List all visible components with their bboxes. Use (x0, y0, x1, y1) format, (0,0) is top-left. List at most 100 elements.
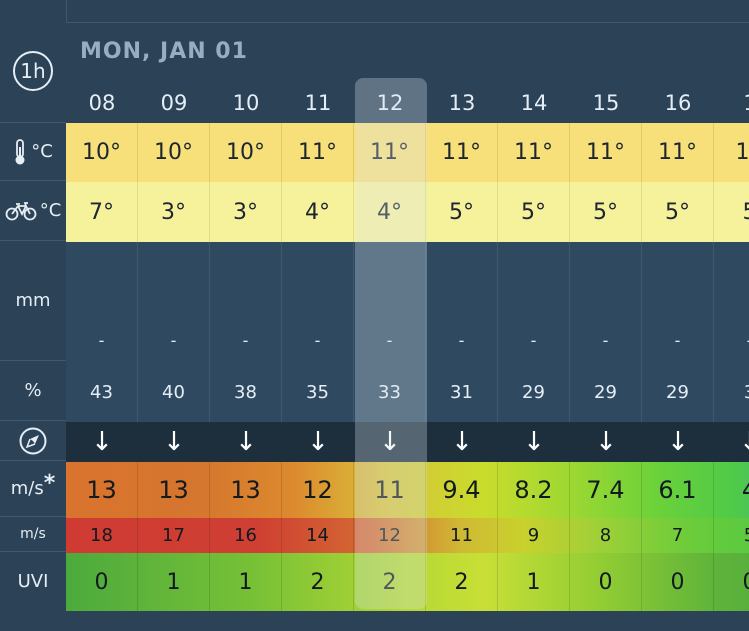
feels-like-cell: 5° (426, 182, 498, 242)
temperature-cell: 11° (642, 123, 714, 182)
temperature-unit: °C (31, 141, 53, 162)
rain-cell: - (282, 242, 354, 362)
wind-speed-cell: 6.1 (642, 462, 714, 518)
wind-speed-marker: * (43, 471, 56, 496)
wind-gust-row: 18 17 16 14 12 11 9 8 7 5 (66, 518, 749, 553)
uv-index-cell: 0 (570, 553, 642, 611)
uv-index-cell: 2 (426, 553, 498, 611)
forecast-grid[interactable]: MON, JAN 01 08 09 10 11 12 13 14 15 16 1… (66, 22, 749, 611)
wind-gust-cell: 11 (426, 518, 498, 553)
humidity-cell: 29 (642, 362, 714, 422)
rain-cell: - (570, 242, 642, 362)
thermometer-icon (15, 138, 25, 164)
uv-index-cell: 2 (282, 553, 354, 611)
hour-cell[interactable]: 09 (160, 91, 188, 115)
wind-arrow-icon: ↓ (595, 427, 617, 457)
rain-label: mm (0, 241, 66, 361)
rain-cell: - (642, 242, 714, 362)
feels-like-cell: 3° (138, 182, 210, 242)
wind-arrow-icon: ↓ (235, 427, 257, 457)
hour-mode-badge[interactable]: 1h (13, 51, 53, 91)
wind-speed-cell: 13 (138, 462, 210, 518)
temperature-label: °C (0, 122, 66, 181)
hour-cell[interactable]: 11 (304, 91, 332, 115)
humidity-cell: 38 (210, 362, 282, 422)
hour-cell[interactable]: 08 (88, 91, 116, 115)
wind-gust-cell: 17 (138, 518, 210, 553)
hour-cell[interactable]: 16 (664, 91, 692, 115)
forecast-date: MON, JAN 01 (80, 39, 248, 64)
uv-index-cell: 0 (714, 553, 749, 611)
humidity-cell: 3 (714, 362, 749, 422)
temperature-cell: 11° (282, 123, 354, 182)
wind-gust-unit: m/s (20, 526, 46, 542)
feels-like-cell: 7° (66, 182, 138, 242)
humidity-cell: 31 (426, 362, 498, 422)
rain-cell: - (138, 242, 210, 362)
wind-speed-cell: 12 (282, 462, 354, 518)
humidity-row: 43 40 38 35 33 31 29 29 29 3 (66, 362, 749, 422)
feels-like-cell: 5° (498, 182, 570, 242)
wind-direction-row: ↓ ↓ ↓ ↓ ↓ ↓ ↓ ↓ ↓ ↓ (66, 422, 749, 462)
feels-like-cell: 5° (570, 182, 642, 242)
uv-index-cell: 0 (642, 553, 714, 611)
row-label-sidebar: 1h °C °C mm % m/s * m/s UVI (0, 0, 67, 610)
rain-cell: - (210, 242, 282, 362)
feels-like-label: °C (0, 181, 66, 241)
rain-cell: - (66, 242, 138, 362)
wind-speed-cell: 9.4 (426, 462, 498, 518)
temperature-row: 10° 10° 10° 11° 11° 11° 11° 11° 11° 11 (66, 123, 749, 182)
wind-gust-cell: 8 (570, 518, 642, 553)
bicycle-icon (5, 201, 37, 220)
feels-like-cell: 3° (210, 182, 282, 242)
humidity-label: % (0, 361, 66, 421)
feels-like-unit: °C (39, 200, 62, 221)
temperature-cell: 10° (138, 123, 210, 182)
humidity-unit: % (24, 380, 42, 401)
uvi-unit: UVI (17, 570, 49, 592)
feels-like-cell: 4° (354, 182, 426, 242)
wind-arrow-icon: ↓ (379, 427, 401, 457)
wind-arrow-icon: ↓ (91, 427, 113, 457)
humidity-cell: 29 (570, 362, 642, 422)
feels-like-cell: 5° (642, 182, 714, 242)
wind-speed-unit: m/s (10, 478, 44, 499)
wind-arrow-icon: ↓ (451, 427, 473, 457)
wind-gust-cell: 5 (714, 518, 749, 553)
hour-cell[interactable]: 12 (376, 91, 404, 115)
humidity-cell: 35 (282, 362, 354, 422)
temperature-cell: 11° (570, 123, 642, 182)
hour-cell[interactable]: 15 (592, 91, 620, 115)
uv-index-cell: 0 (66, 553, 138, 611)
wind-speed-label: m/s * (0, 461, 66, 517)
rain-cell: - (426, 242, 498, 362)
uv-index-cell: 1 (138, 553, 210, 611)
wind-gust-cell: 9 (498, 518, 570, 553)
temperature-cell: 10° (210, 123, 282, 182)
wind-gust-cell: 7 (642, 518, 714, 553)
wind-gust-cell: 18 (66, 518, 138, 553)
temperature-cell: 10° (66, 123, 138, 182)
hour-cell[interactable]: 1 (714, 83, 749, 123)
uvi-label: UVI (0, 552, 66, 610)
wind-speed-cell: 13 (210, 462, 282, 518)
hours-row: 08 09 10 11 12 13 14 15 16 1 (66, 83, 749, 123)
feels-like-cell: 5 (714, 182, 749, 242)
rain-cell: - (714, 242, 749, 362)
rain-cell: - (354, 242, 426, 362)
wind-gust-cell: 12 (354, 518, 426, 553)
temperature-cell: 11° (354, 123, 426, 182)
humidity-cell: 33 (354, 362, 426, 422)
wind-speed-cell: 11 (354, 462, 426, 518)
wind-arrow-icon: ↓ (523, 427, 545, 457)
wind-gust-cell: 14 (282, 518, 354, 553)
feels-like-row: 7° 3° 3° 4° 4° 5° 5° 5° 5° 5 (66, 182, 749, 242)
hour-mode-toggle[interactable]: 1h (0, 38, 66, 104)
feels-like-cell: 4° (282, 182, 354, 242)
wind-direction-label (0, 421, 66, 461)
wind-gust-cell: 16 (210, 518, 282, 553)
humidity-cell: 29 (498, 362, 570, 422)
hour-cell[interactable]: 13 (448, 91, 476, 115)
hour-cell[interactable]: 10 (232, 91, 260, 115)
hour-cell[interactable]: 14 (520, 91, 548, 115)
